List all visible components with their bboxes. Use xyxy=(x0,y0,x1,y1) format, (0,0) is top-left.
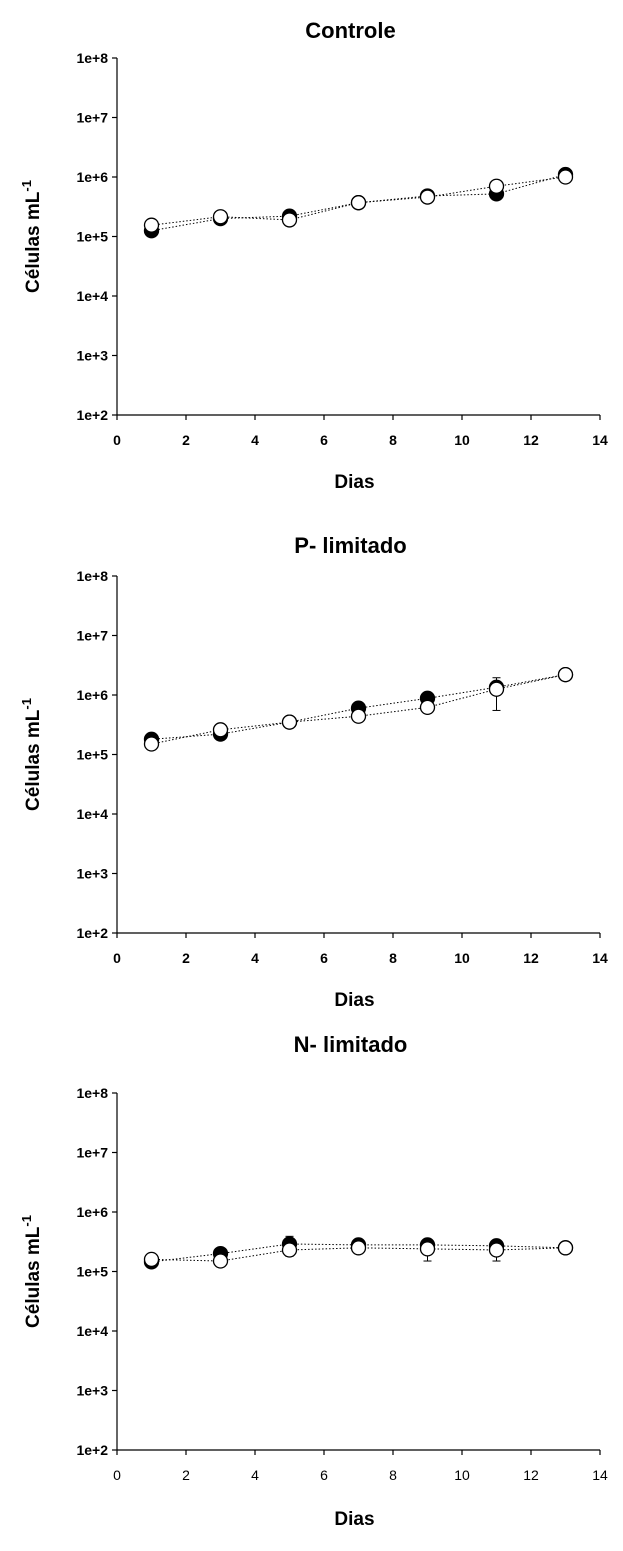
data-point-open xyxy=(212,209,229,225)
chart-n-limitado: N- limitado 1e+2 1e+3 1e+4 1e+5 1e+6 1e+7 1e+8 0… xyxy=(19,1032,608,1530)
data-point-open xyxy=(419,1241,436,1257)
data-point-open xyxy=(419,699,436,716)
data-point-open xyxy=(350,708,367,724)
data-point-open xyxy=(281,714,298,730)
x-tick-label: 6 xyxy=(320,1467,328,1483)
chart-title: P- limitado xyxy=(294,533,406,558)
x-tick-label: 2 xyxy=(182,432,190,448)
x-tick-label: 4 xyxy=(251,950,259,966)
data-point-open xyxy=(557,666,574,683)
y-tick-label: 1e+8 xyxy=(76,568,108,584)
data-point-open xyxy=(557,1240,574,1256)
y-tick-label: 1e+6 xyxy=(76,1204,108,1220)
x-tick-label: 14 xyxy=(592,432,608,448)
x-tick-label: 0 xyxy=(113,1467,121,1483)
y-tick-label: 1e+6 xyxy=(76,687,108,703)
data-point-open xyxy=(281,212,298,228)
data-point-open xyxy=(143,736,160,752)
y-axis-label-text: Células mL xyxy=(23,191,44,293)
y-tick-label: 1e+5 xyxy=(76,229,108,245)
y-axis-label-group: Células mL-1 xyxy=(19,180,44,293)
x-tick-label: 12 xyxy=(523,432,539,448)
chart-panel-n-limitado: N- limitado 1e+2 1e+3 1e+4 1e+5 1e+6 1e+7 1e+8 0… xyxy=(0,1030,623,1545)
x-tick-label: 12 xyxy=(523,1467,539,1483)
y-tick-label: 1e+8 xyxy=(76,50,108,66)
data-point-open xyxy=(557,169,574,185)
chart-controle: Controle 1e+2 1e+3 1e+4 1e+5 1e+6 1e+7 1e+8 0 2 4 6… xyxy=(19,18,608,493)
x-tick-label: 4 xyxy=(251,432,259,448)
data-point-open xyxy=(350,1240,367,1256)
y-axis-label: Células mL-1 xyxy=(19,180,44,293)
chart-title: Controle xyxy=(305,18,395,43)
y-tick-label: 1e+4 xyxy=(76,288,108,304)
y-tick-label: 1e+7 xyxy=(76,110,108,126)
x-tick-label: 0 xyxy=(113,950,121,966)
data-point-open xyxy=(143,1251,160,1268)
x-tick-label: 8 xyxy=(389,432,397,448)
y-tick-label: 1e+7 xyxy=(76,628,108,644)
x-tick-label: 10 xyxy=(454,1467,470,1483)
x-tick-label: 10 xyxy=(454,950,470,966)
y-tick-label: 1e+3 xyxy=(76,348,108,364)
y-axis-label-text: Células mL xyxy=(23,1226,44,1328)
y-tick-label: 1e+5 xyxy=(76,1264,108,1280)
y-tick-label: 1e+4 xyxy=(76,806,108,822)
data-point-open xyxy=(281,1242,298,1258)
y-tick-label: 1e+2 xyxy=(76,925,108,941)
x-axis-label: Dias xyxy=(334,472,374,493)
y-tick-label: 1e+3 xyxy=(76,1383,108,1399)
chart-panel-p-limitado: P- limitado 1e+2 1e+3 1e+4 1e+5 1e+6 1e+7 1e+8 0… xyxy=(0,515,623,1020)
y-axis-label-superscript: -1 xyxy=(19,1215,34,1227)
y-tick-label: 1e+5 xyxy=(76,747,108,763)
data-point-open xyxy=(212,1253,229,1269)
x-tick-label: 2 xyxy=(182,1467,190,1483)
y-axis-label-text: Células mL xyxy=(23,709,44,811)
chart-title: N- limitado xyxy=(294,1032,408,1057)
y-axis-label-group: Células mL-1 xyxy=(19,1215,44,1328)
x-tick-label: 10 xyxy=(454,432,470,448)
data-point-open xyxy=(143,217,160,233)
y-tick-label: 1e+2 xyxy=(76,1442,108,1458)
x-axis-label: Dias xyxy=(334,1509,374,1530)
chart-panel-controle: Controle 1e+2 1e+3 1e+4 1e+5 1e+6 1e+7 1e+8 0 2 4 6… xyxy=(0,0,623,505)
x-tick-label: 12 xyxy=(523,950,539,966)
data-point-open xyxy=(488,1242,505,1258)
x-tick-label: 4 xyxy=(251,1467,259,1483)
y-axis-label-superscript: -1 xyxy=(19,698,34,710)
x-tick-label: 0 xyxy=(113,432,121,448)
x-tick-label: 14 xyxy=(592,1467,608,1483)
x-tick-label: 8 xyxy=(389,950,397,966)
data-point-open xyxy=(488,178,505,194)
chart-p-limitado: P- limitado 1e+2 1e+3 1e+4 1e+5 1e+6 1e+7 1e+8 0… xyxy=(19,533,608,1011)
data-point-open xyxy=(419,189,436,205)
y-axis-label: Células mL-1 xyxy=(19,1215,44,1328)
y-axis-label: Células mL-1 xyxy=(19,698,44,811)
x-axis-label: Dias xyxy=(334,990,374,1011)
x-tick-label: 8 xyxy=(389,1467,397,1483)
y-tick-label: 1e+4 xyxy=(76,1323,108,1339)
x-tick-label: 6 xyxy=(320,950,328,966)
y-axis-label-group: Células mL-1 xyxy=(19,698,44,811)
y-tick-label: 1e+3 xyxy=(76,866,108,882)
y-tick-label: 1e+2 xyxy=(76,407,108,423)
y-tick-label: 1e+8 xyxy=(76,1085,108,1101)
x-tick-label: 6 xyxy=(320,432,328,448)
y-tick-label: 1e+7 xyxy=(76,1145,108,1161)
x-tick-label: 14 xyxy=(592,950,608,966)
y-axis-label-superscript: -1 xyxy=(19,180,34,192)
data-point-open xyxy=(212,722,229,738)
data-point-open xyxy=(350,195,367,211)
data-point-open xyxy=(488,681,505,697)
y-tick-label: 1e+6 xyxy=(76,169,108,185)
x-tick-label: 2 xyxy=(182,950,190,966)
